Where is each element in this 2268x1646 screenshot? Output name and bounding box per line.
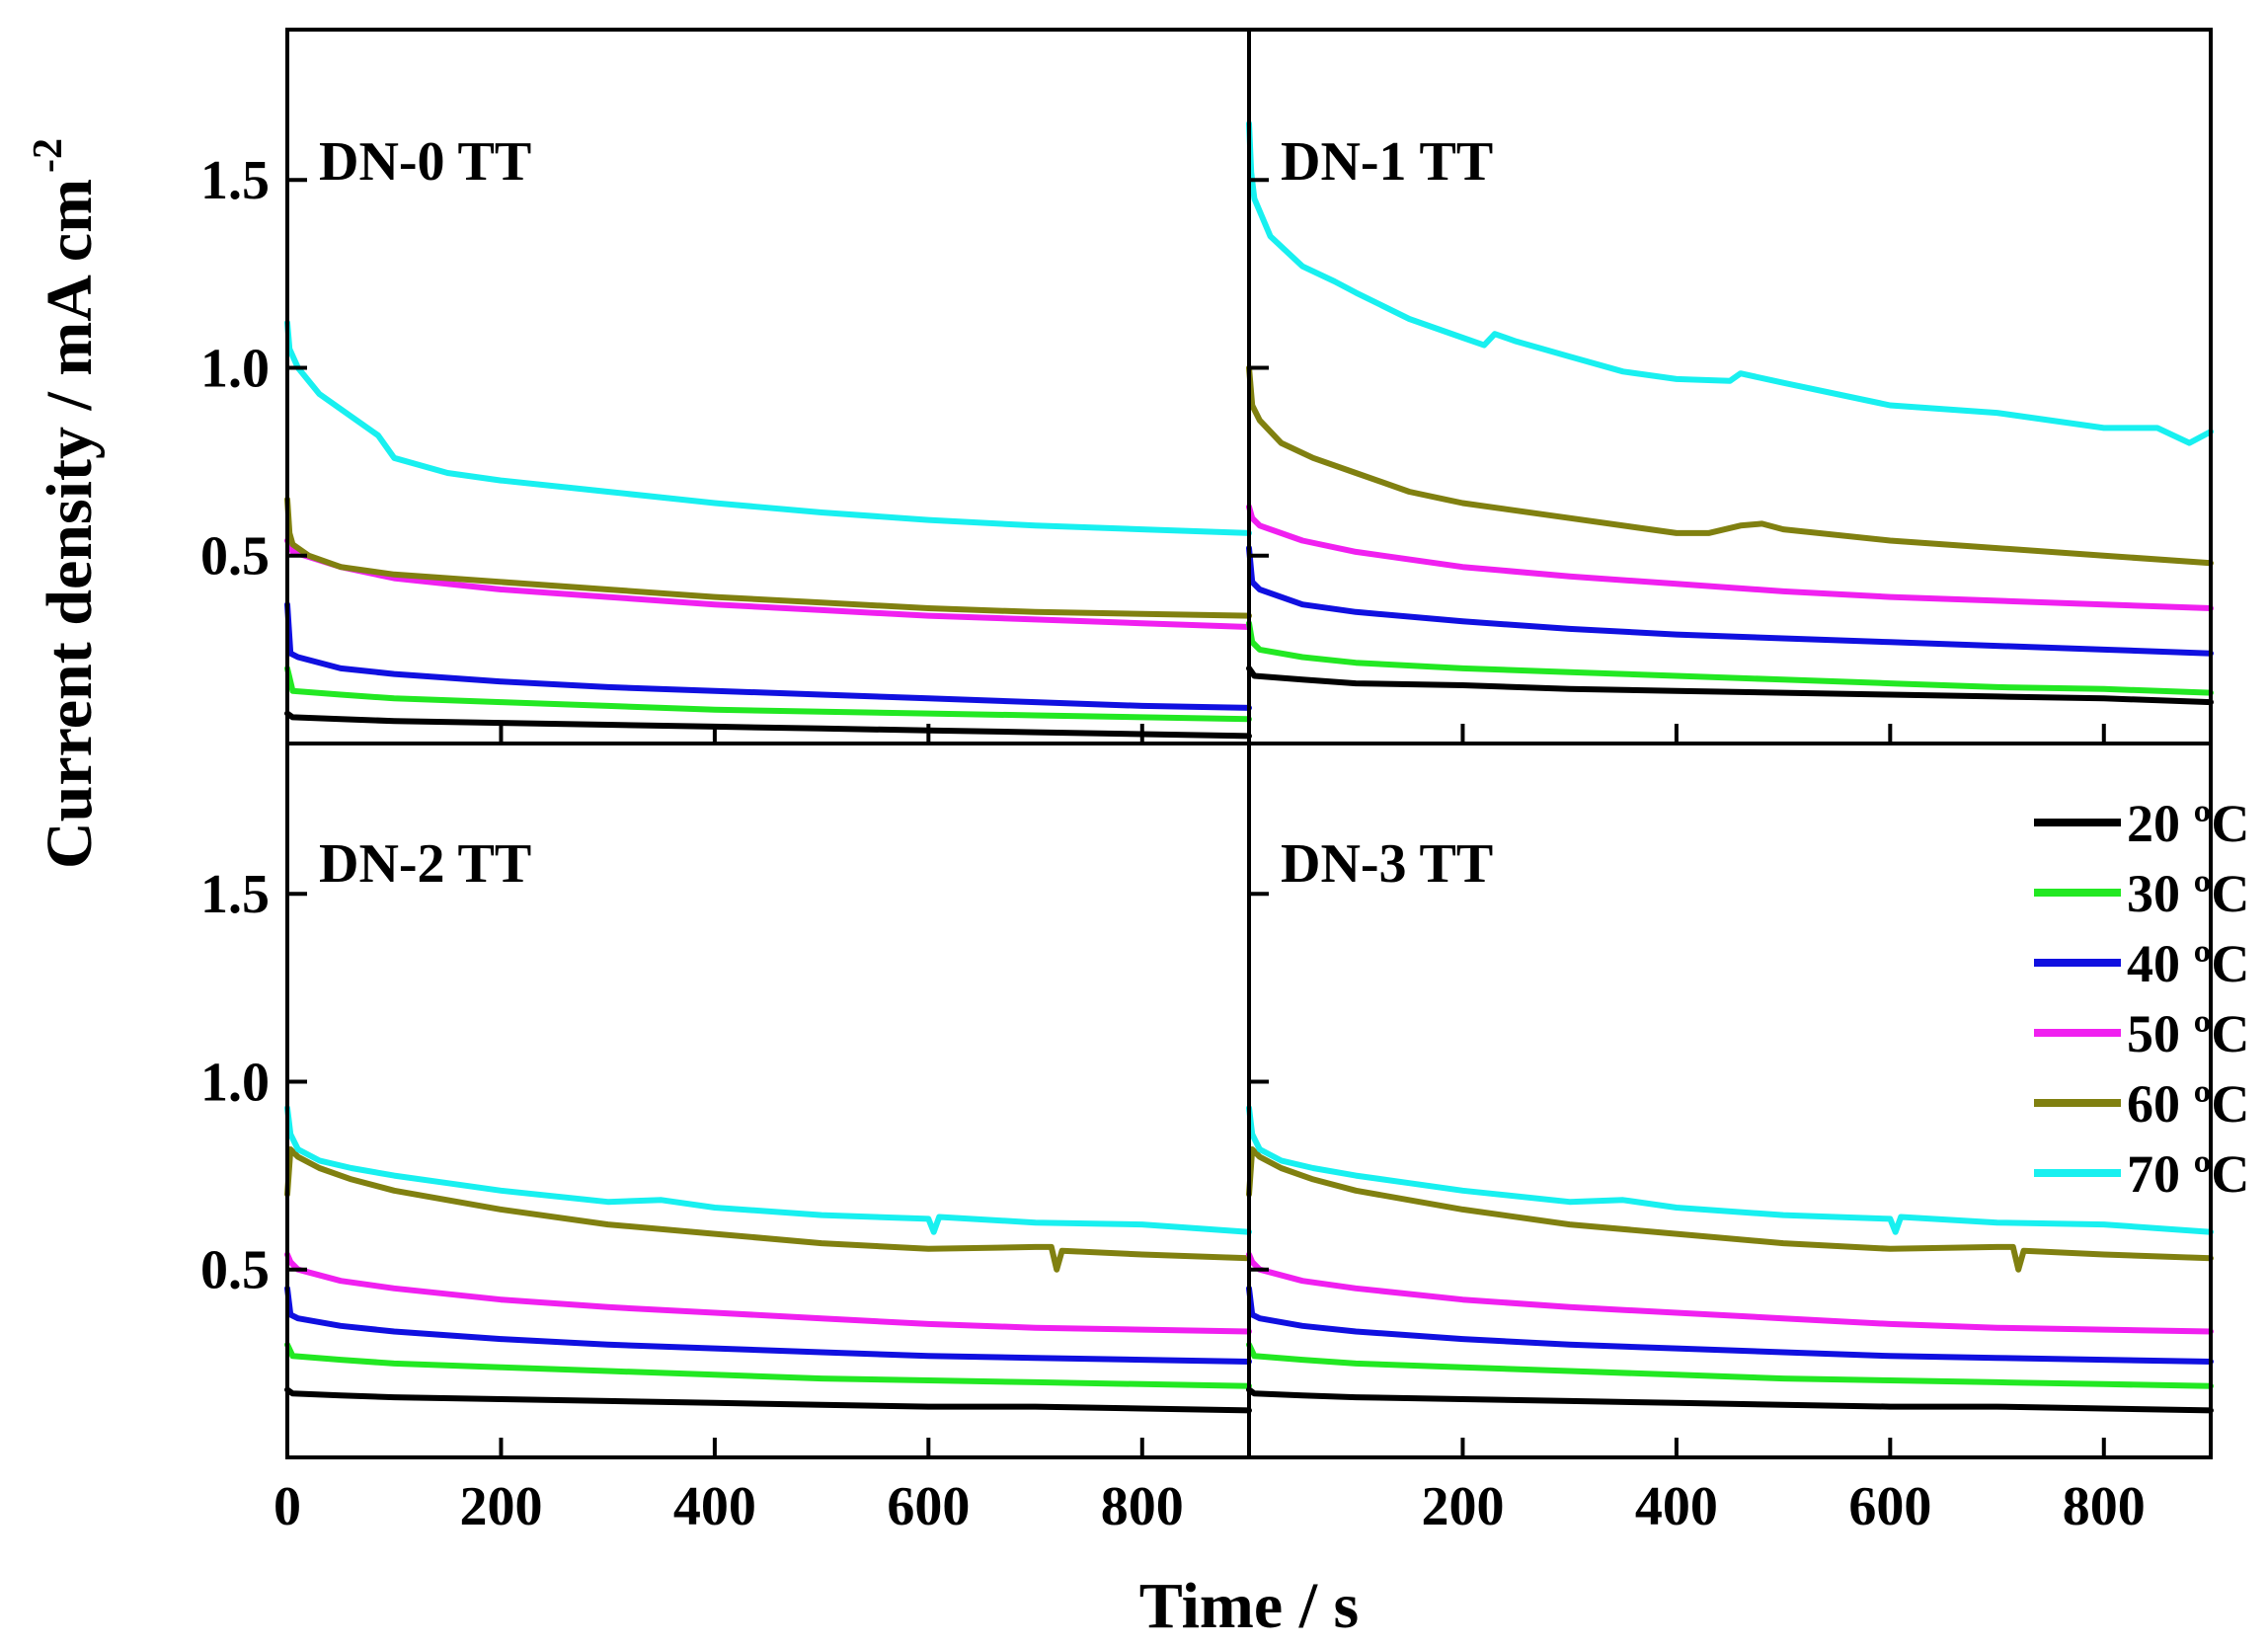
x-tick-label: 0 <box>274 1476 301 1537</box>
series-line-40c <box>1246 545 2214 657</box>
panel-4: DN-3 TT <box>1246 833 2214 1457</box>
series-line-40c <box>284 601 1252 711</box>
x-axis-title: Time / s <box>1139 1570 1359 1642</box>
legend-entry: 40 ºC <box>2127 934 2249 993</box>
axis-titles: Time / s Current density / mA cm-2 <box>26 138 1359 1642</box>
panel-2: DN-1 TT <box>1246 120 2214 744</box>
x-tick-label: 200 <box>459 1476 542 1537</box>
x-tick-label: 400 <box>1635 1476 1718 1537</box>
x-tick-label: 200 <box>1421 1476 1504 1537</box>
y-axis-title: Current density / mA cm-2 <box>26 138 106 869</box>
x-tick-label: 400 <box>673 1476 756 1537</box>
series-line-30c <box>284 665 1252 723</box>
series-line-30c <box>1246 1341 2214 1389</box>
x-tick-label: 600 <box>887 1476 970 1537</box>
series-line-30c <box>284 1341 1252 1389</box>
x-tick-label: 600 <box>1848 1476 1931 1537</box>
frame-layer: 0 200 400 600 800 200 400 600 800 <box>274 28 2213 1537</box>
y-tick-label: 1.0 <box>200 338 270 399</box>
series-line-70c <box>1246 1105 2214 1235</box>
y-tick-label: 0.5 <box>200 1240 270 1301</box>
x-tick-label: 800 <box>2063 1476 2146 1537</box>
series-line-60c <box>284 1146 1252 1273</box>
series-line-20c <box>284 710 1252 740</box>
y-tick-label: 0.5 <box>200 526 270 588</box>
panel-label: DN-0 TT <box>319 131 531 193</box>
series-line-20c <box>284 1386 1252 1414</box>
legend-entry: 50 ºC <box>2127 1004 2249 1063</box>
panel-3: DN-2 TT 0.5 1.0 1.5 <box>200 833 1252 1457</box>
y-axis-title-group: Current density / mA cm-2 <box>26 138 106 869</box>
series-line-70c <box>284 319 1252 536</box>
legend-entry: 60 ºC <box>2127 1074 2249 1134</box>
series-line-20c <box>1246 665 2214 706</box>
series-line-60c <box>284 496 1252 619</box>
panel-label: DN-2 TT <box>319 833 531 895</box>
series-line-60c <box>1246 364 2214 567</box>
series-line-30c <box>1246 620 2214 696</box>
legend-entry: 20 ºC <box>2127 794 2249 853</box>
series-line-70c <box>1246 120 2214 446</box>
panel-label: DN-1 TT <box>1281 131 1493 193</box>
panel-1: DN-0 TT 0.5 1.0 1.5 <box>200 131 1252 744</box>
panel-label: DN-3 TT <box>1281 833 1493 895</box>
series-line-20c <box>1246 1386 2214 1414</box>
series-line-70c <box>284 1105 1252 1235</box>
x-tick-label: 800 <box>1101 1476 1184 1537</box>
y-axis-title-superscript: -2 <box>26 138 71 173</box>
y-tick-label: 1.0 <box>200 1052 270 1113</box>
y-tick-label: 1.5 <box>200 150 270 211</box>
legend-entry: 70 ºC <box>2127 1144 2249 1204</box>
series-line-40c <box>284 1285 1252 1365</box>
legend-entry: 30 ºC <box>2127 864 2249 923</box>
series-line-40c <box>1246 1285 2214 1365</box>
series-line-60c <box>1246 1146 2214 1273</box>
series-line-50c <box>1246 504 2214 611</box>
y-tick-label: 1.5 <box>200 864 270 925</box>
legend: 20 ºC 30 ºC 40 ºC 50 ºC 60 ºC 70 ºC <box>2034 794 2249 1204</box>
